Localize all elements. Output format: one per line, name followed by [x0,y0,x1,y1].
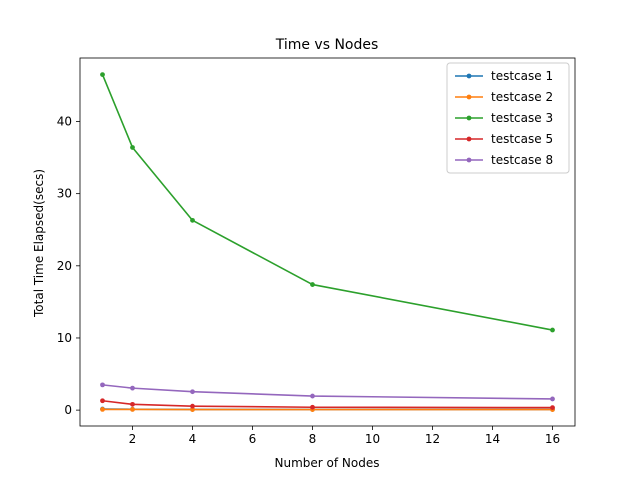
legend-label: testcase 8 [491,153,553,167]
data-point [100,382,105,388]
x-tick-label: 10 [365,432,380,446]
y-tick-label: 30 [57,187,72,201]
data-point [130,401,135,407]
x-tick-label: 2 [129,432,137,446]
x-tick-label: 8 [309,432,317,446]
data-point [130,145,135,150]
y-tick-label: 10 [57,331,72,345]
legend-marker [466,115,472,121]
legend-marker [466,94,472,100]
data-point [130,407,135,412]
chart-title: Time vs Nodes [275,37,379,53]
x-tick-label: 12 [425,432,440,446]
data-point [550,327,555,333]
data-point [550,405,555,410]
legend-label: testcase 2 [491,90,553,104]
plot-area: 2 4 6 8 10 12 14 16 0 10 20 30 40 [57,57,576,446]
y-tick-label: 40 [57,114,72,128]
legend-label: testcase 5 [491,132,553,146]
legend-label: testcase 1 [491,69,553,83]
y-axis-label: Total Time Elapsed(secs) [32,169,46,318]
data-point [310,393,315,399]
legend: testcase 1 testcase 2 testcase 3 testcase 5… [446,62,570,174]
data-point [190,407,195,412]
y-tick-label: 0 [64,403,72,417]
legend-label: testcase 3 [491,111,553,125]
data-point [550,396,555,402]
x-tick-label: 4 [189,432,197,446]
legend-box [446,62,570,174]
data-point [100,72,105,77]
data-point [310,404,315,410]
data-point [190,389,195,395]
data-point [310,282,315,287]
legend-marker [466,136,472,142]
x-tick-label: 16 [545,432,560,446]
data-point [190,217,195,223]
data-point [190,403,195,409]
data-point [130,385,135,391]
y-tick-label: 20 [57,259,72,273]
x-axis-label: Number of Nodes [275,456,380,470]
legend-marker [466,157,472,163]
data-point [100,398,105,404]
data-point [100,407,105,412]
x-tick-label: 6 [249,432,257,446]
x-tick-label: 14 [485,432,500,446]
legend-marker [466,73,472,79]
axes-frame [79,57,576,427]
